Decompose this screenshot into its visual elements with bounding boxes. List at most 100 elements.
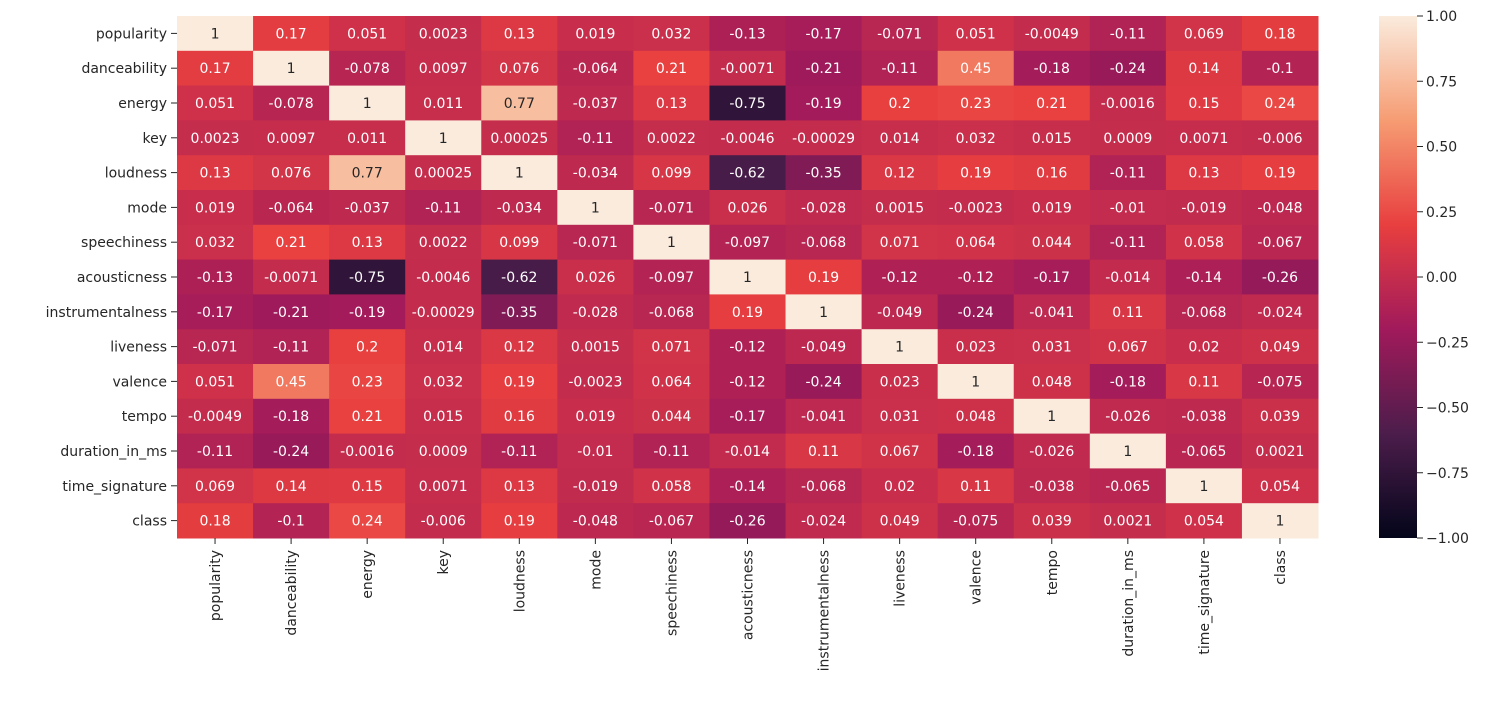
heatmap-cell: [329, 503, 406, 539]
cell-label: 0.21: [352, 409, 383, 425]
heatmap-cell: [709, 259, 787, 295]
heatmap-cell: [177, 16, 254, 52]
cell-label: -0.11: [882, 61, 918, 77]
cell-label: -0.068: [649, 305, 694, 321]
heatmap-cell: [1241, 224, 1319, 261]
cell-label: -0.048: [573, 514, 618, 530]
row-label: energy: [118, 96, 167, 112]
cell-label: -0.068: [1181, 305, 1226, 321]
column-label: tempo: [1045, 550, 1061, 595]
heatmap-cell: [405, 364, 482, 400]
cell-label: -0.35: [501, 305, 537, 321]
heatmap-cell: [557, 398, 634, 435]
cell-label: 0.044: [1032, 235, 1072, 251]
heatmap-cell: [177, 294, 254, 330]
heatmap-cell: [633, 398, 710, 435]
cell-label: 0.051: [195, 96, 235, 112]
heatmap-cell: [1089, 364, 1167, 400]
heatmap-cell: [709, 503, 787, 539]
heatmap-cell: [481, 364, 558, 400]
cell-label: 0.21: [656, 61, 687, 77]
heatmap-cell: [1241, 364, 1319, 400]
cell-label: -0.00029: [412, 305, 475, 321]
heatmap-cell: [557, 224, 634, 261]
cell-label: 0.21: [1036, 96, 1067, 112]
cell-label: 0.11: [1188, 374, 1219, 390]
cell-label: 0.17: [276, 26, 307, 42]
cell-label: -0.11: [653, 444, 689, 460]
cell-label: 0.064: [956, 235, 996, 251]
heatmap-cell: [1089, 120, 1167, 156]
heatmap-cell: [937, 364, 1015, 400]
heatmap-cell: [253, 398, 330, 435]
heatmap-cell: [253, 364, 330, 400]
cell-label: -0.0023: [568, 374, 622, 390]
heatmap-cell: [861, 120, 939, 156]
cell-label: 0.0009: [1103, 131, 1152, 147]
heatmap-cell: [481, 85, 558, 121]
heatmap-cell: [785, 16, 863, 52]
cell-label: 0.049: [880, 514, 920, 530]
heatmap-cell: [937, 16, 1015, 52]
heatmap-cell: [329, 468, 406, 504]
cell-label: 1: [1199, 479, 1208, 495]
cell-label: 0.2: [356, 340, 378, 356]
cell-label: 0.02: [884, 479, 915, 495]
cell-label: -0.18: [1110, 374, 1146, 390]
heatmap-cell: [937, 294, 1015, 330]
cell-label: -0.038: [1029, 479, 1074, 495]
cell-label: 0.00025: [490, 131, 548, 147]
cell-label: -0.11: [197, 444, 233, 460]
cell-label: -0.024: [1257, 305, 1302, 321]
cell-label: -0.11: [577, 131, 613, 147]
heatmap-cell: [1089, 155, 1167, 191]
colorbar-tick-label: −1.00: [1426, 531, 1469, 547]
heatmap-cell: [633, 50, 710, 87]
cell-label: -0.75: [349, 270, 385, 286]
cell-label: -0.0049: [1025, 26, 1079, 42]
heatmap-cell: [785, 120, 863, 156]
cell-label: -0.071: [573, 235, 618, 251]
heatmap-cell: [633, 224, 710, 261]
heatmap-cell: [253, 155, 330, 191]
heatmap-cell: [557, 433, 634, 469]
cell-label: 0.19: [504, 514, 535, 530]
heatmap-cell: [1013, 85, 1091, 121]
cell-label: -0.19: [349, 305, 385, 321]
heatmap-cell: [1241, 433, 1319, 469]
cell-label: -0.071: [877, 26, 922, 42]
row-label: danceability: [81, 61, 167, 77]
cell-label: 0.15: [1188, 96, 1219, 112]
row-label: tempo: [122, 409, 167, 425]
colorbar-tick-label: −0.25: [1426, 335, 1469, 351]
heatmap-cell: [1165, 224, 1243, 261]
heatmap-cell: [785, 468, 863, 504]
cell-label: 0.064: [651, 374, 691, 390]
cell-label: 0.15: [352, 479, 383, 495]
column-label: class: [1273, 550, 1289, 585]
heatmap-cell: [1165, 503, 1243, 539]
heatmap-cell: [557, 120, 634, 156]
cell-label: -0.17: [805, 26, 841, 42]
heatmap-cell: [329, 294, 406, 330]
cell-label: -0.14: [729, 479, 765, 495]
heatmap-cell: [329, 85, 406, 121]
row-label: popularity: [96, 26, 167, 42]
heatmap-cell: [481, 16, 558, 52]
cell-label: -0.0046: [720, 131, 774, 147]
heatmap-cell: [253, 503, 330, 539]
cell-label: -0.097: [725, 235, 770, 251]
heatmap-cell: [1013, 364, 1091, 400]
heatmap-cell: [1165, 85, 1243, 121]
heatmap-cell: [785, 329, 863, 365]
heatmap-cell: [329, 190, 406, 226]
row-labels: popularity danceability energy key loudness m…: [46, 26, 177, 530]
column-label: speechiness: [664, 550, 680, 636]
heatmap-cell: [177, 85, 254, 121]
cell-label: -0.18: [273, 409, 309, 425]
cell-label: 0.23: [960, 96, 991, 112]
cell-label: 0.048: [956, 409, 996, 425]
heatmap-cell: [253, 16, 330, 52]
heatmap-cell: [177, 224, 254, 261]
cell-label: 0.032: [195, 235, 235, 251]
